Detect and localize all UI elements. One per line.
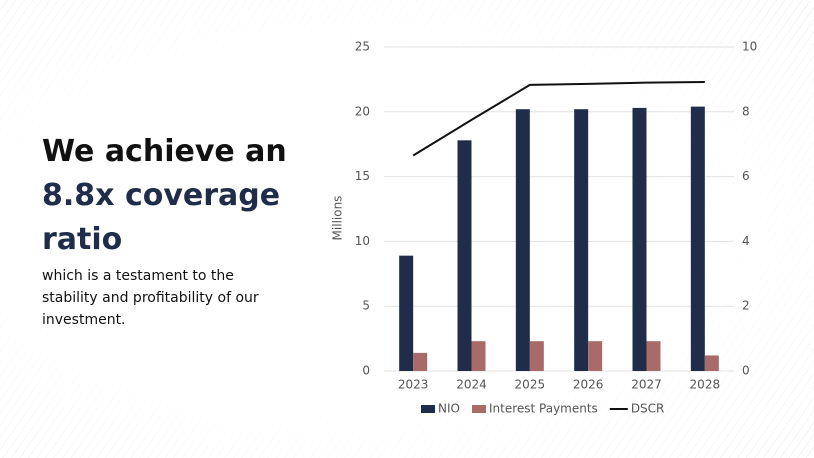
bar	[413, 352, 428, 371]
bar	[457, 140, 472, 371]
x-tick-label: 2028	[690, 378, 721, 392]
legend-swatch	[471, 405, 486, 413]
legend-label: NIO	[438, 402, 460, 416]
x-tick-label: 2027	[631, 378, 662, 392]
bar	[632, 107, 647, 372]
bar	[646, 341, 661, 371]
bar	[399, 255, 414, 371]
x-tick-label: 2023	[398, 378, 429, 392]
legend-label: Interest Payments	[489, 402, 598, 416]
y-tick-label: 10	[355, 234, 370, 248]
y2-tick-label: 2	[742, 299, 750, 313]
line	[412, 80, 705, 157]
headline: 8.8x coverage	[42, 178, 281, 213]
bar	[529, 341, 544, 371]
y2-tick-label: 10	[742, 40, 757, 54]
bar	[574, 109, 589, 371]
y-tick-label: 20	[355, 104, 370, 118]
y2-tick-label: 4	[742, 234, 750, 248]
body-text: which is a testament to the stability an…	[42, 268, 259, 328]
headline: We achieve an	[42, 134, 287, 169]
y2-tick-label: 6	[742, 169, 750, 183]
bar	[588, 341, 603, 371]
x-tick-label: 2025	[515, 378, 546, 392]
bar	[704, 355, 719, 371]
x-tick-label: 2024	[456, 378, 487, 392]
y-tick-label: 0	[362, 364, 370, 378]
headline: ratio	[42, 222, 123, 257]
y-axis-label: Millions	[331, 196, 345, 241]
y2-tick-label: 8	[742, 104, 750, 118]
legend-label: DSCR	[631, 402, 665, 416]
bar	[515, 109, 530, 371]
y-tick-label: 5	[362, 299, 370, 313]
bar	[690, 106, 705, 371]
legend-swatch	[421, 405, 435, 413]
y2-tick-label: 0	[742, 364, 750, 378]
x-tick-label: 2026	[573, 378, 604, 392]
bar	[471, 341, 486, 371]
y-tick-label: 15	[355, 169, 370, 183]
y-tick-label: 25	[355, 40, 370, 54]
